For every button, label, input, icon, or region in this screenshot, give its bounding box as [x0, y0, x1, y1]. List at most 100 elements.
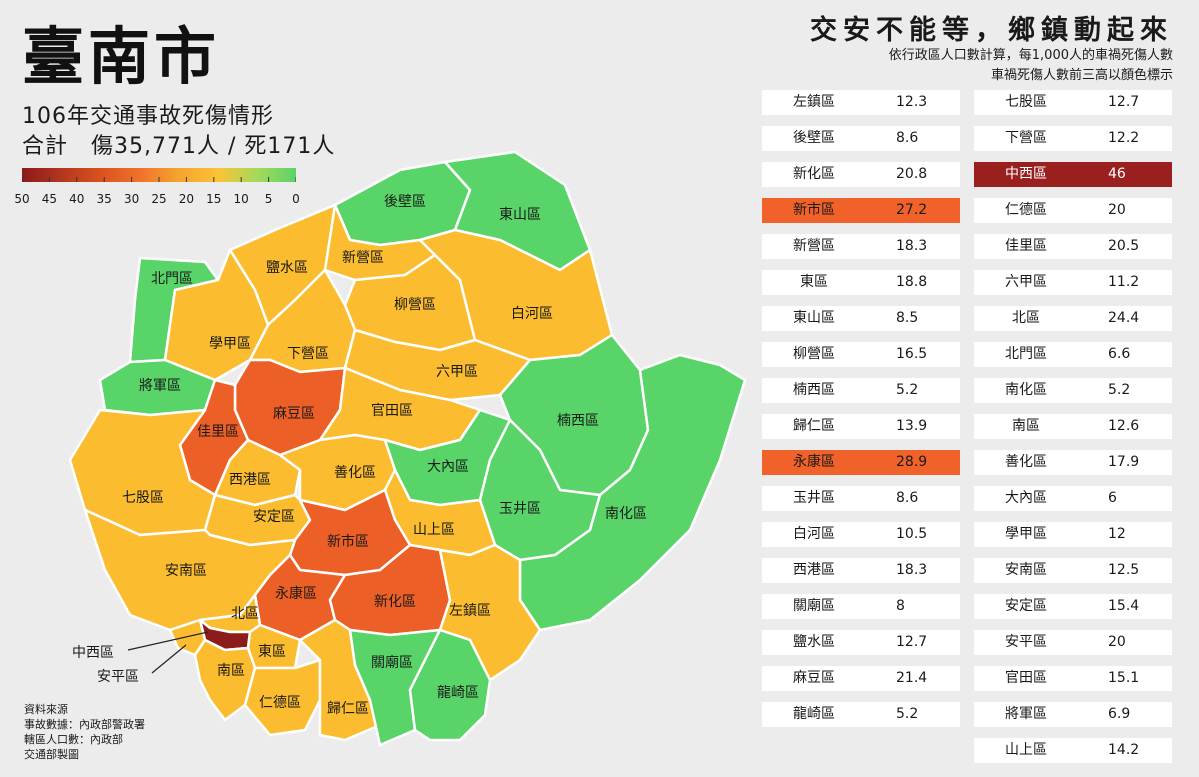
district-name: 白河區	[793, 526, 835, 542]
label-longqi: 龍崎區	[437, 684, 479, 701]
district-rate: 12	[1108, 526, 1126, 542]
rate-row: 南區 12.6	[974, 414, 1172, 439]
rate-row: 歸仁區 13.9	[762, 414, 960, 439]
district-name: 鹽水區	[793, 634, 835, 650]
district-name: 學甲區	[1005, 526, 1047, 542]
district-name: 新化區	[793, 166, 835, 182]
rate-row: 南化區 5.2	[974, 378, 1172, 403]
district-name: 七股區	[1005, 94, 1047, 110]
label-dongshan: 東山區	[499, 207, 541, 223]
legend-tick-label: 5	[264, 192, 273, 206]
label-madou: 麻豆區	[273, 406, 315, 422]
district-rate: 21.4	[896, 670, 928, 686]
legend-tick-label: 40	[69, 192, 85, 206]
district-rate: 12.5	[1108, 562, 1140, 578]
label-xinshi: 新市區	[327, 533, 369, 550]
label-dongqu: 東區	[258, 644, 286, 660]
rate-row: 學甲區 12	[974, 522, 1172, 547]
source-line: 轄區人口數：內政部	[24, 733, 123, 746]
label-houbi: 後壁區	[384, 194, 426, 210]
district-name: 龍崎區	[793, 706, 835, 722]
rate-row: 柳營區 16.5	[762, 342, 960, 367]
district-rate: 24.4	[1108, 310, 1140, 326]
label-nanqu: 南區	[217, 663, 245, 679]
district-rate: 11.2	[1108, 274, 1140, 290]
district-rate: 18.3	[896, 238, 928, 254]
label-guiren: 歸仁區	[327, 700, 369, 717]
label-liuying: 柳營區	[394, 296, 436, 313]
rate-row: 官田區 15.1	[974, 666, 1172, 691]
label-qigu: 七股區	[122, 490, 164, 506]
district-rate: 17.9	[1108, 454, 1140, 470]
district-name: 安南區	[1005, 562, 1047, 578]
tainan-district-map: 後壁區 東山區 北門區 鹽水區 新營區 柳營區 白河區 學甲區 下營區 六甲區 …	[68, 150, 747, 747]
district-rate: 8.5	[896, 310, 919, 326]
district-name: 永康區	[793, 454, 835, 470]
legend-color-scale	[22, 168, 296, 182]
district-rate: 20	[1108, 634, 1126, 650]
label-jiangjun: 將軍區	[139, 378, 181, 394]
district-rate: 6.9	[1108, 706, 1131, 722]
district-name: 新營區	[793, 238, 835, 254]
label-nanhua: 南化區	[605, 506, 647, 522]
label-annan: 安南區	[165, 563, 207, 579]
district-rate: 20.5	[1108, 238, 1140, 254]
district-name: 官田區	[1005, 670, 1047, 686]
rate-row: 北區 24.4	[974, 306, 1172, 331]
rate-row: 新市區 27.2	[762, 198, 960, 223]
district-name: 新市區	[793, 202, 835, 218]
rate-row: 善化區 17.9	[974, 450, 1172, 475]
district-rate: 6	[1108, 490, 1117, 506]
district-name: 善化區	[1005, 454, 1047, 470]
district-rate: 10.5	[896, 526, 928, 542]
rate-row: 大內區 6	[974, 486, 1172, 511]
casualty-totals: 合計 傷35,771人 / 死171人	[22, 134, 336, 159]
rate-row: 楠西區 5.2	[762, 378, 960, 403]
district-name: 佳里區	[1005, 238, 1047, 254]
district-name: 東山區	[793, 310, 835, 326]
rate-row: 新化區 20.8	[762, 162, 960, 187]
district-rate: 5.2	[896, 382, 919, 398]
rate-row: 左鎮區 12.3	[762, 90, 960, 115]
district-rate: 18.8	[896, 274, 928, 290]
district-name: 南化區	[1005, 382, 1047, 398]
district-name: 北門區	[1005, 346, 1047, 362]
region-rende[interactable]	[243, 658, 322, 737]
rate-row: 東區 18.8	[762, 270, 960, 295]
district-name: 仁德區	[1005, 202, 1047, 218]
rate-row: 安南區 12.5	[974, 558, 1172, 583]
callout-line-zhongxi	[127, 631, 209, 651]
rate-row: 白河區 10.5	[762, 522, 960, 547]
district-rate: 14.2	[1108, 742, 1140, 758]
district-name: 山上區	[1005, 742, 1047, 758]
rate-row: 西港區 18.3	[762, 558, 960, 583]
district-name: 西港區	[793, 562, 835, 578]
region-zuozhen[interactable]	[438, 543, 542, 682]
rate-row: 關廟區 8	[762, 594, 960, 619]
rate-row: 後壁區 8.6	[762, 126, 960, 151]
region-longqi[interactable]	[408, 628, 492, 742]
rate-row: 北門區 6.6	[974, 342, 1172, 367]
label-xinhua: 新化區	[374, 594, 416, 610]
rate-row: 六甲區 11.2	[974, 270, 1172, 295]
source-line: 交通部製圖	[24, 748, 79, 761]
district-rate: 46	[1108, 166, 1126, 182]
district-rate: 15.4	[1108, 598, 1140, 614]
map-subtitle: 106年交通事故死傷情形	[22, 104, 274, 129]
label-guanmiao: 關廟區	[371, 654, 413, 671]
rate-row: 下營區 12.2	[974, 126, 1172, 151]
region-nanhua[interactable]	[518, 353, 747, 632]
district-name: 大內區	[1005, 490, 1047, 506]
district-rate: 12.7	[896, 634, 928, 650]
district-rate: 13.9	[896, 418, 928, 434]
source-line: 事故數據：內政部警政署	[24, 718, 145, 731]
district-name: 關廟區	[793, 598, 835, 614]
label-yongkang: 永康區	[275, 585, 317, 602]
district-name: 後壁區	[793, 130, 835, 146]
rate-row: 永康區 28.9	[762, 450, 960, 475]
district-rate: 12.2	[1108, 130, 1140, 146]
label-zuozhen: 左鎮區	[449, 603, 491, 619]
rate-row: 仁德區 20	[974, 198, 1172, 223]
label-xuejia: 學甲區	[209, 336, 251, 352]
district-name: 歸仁區	[793, 418, 835, 434]
